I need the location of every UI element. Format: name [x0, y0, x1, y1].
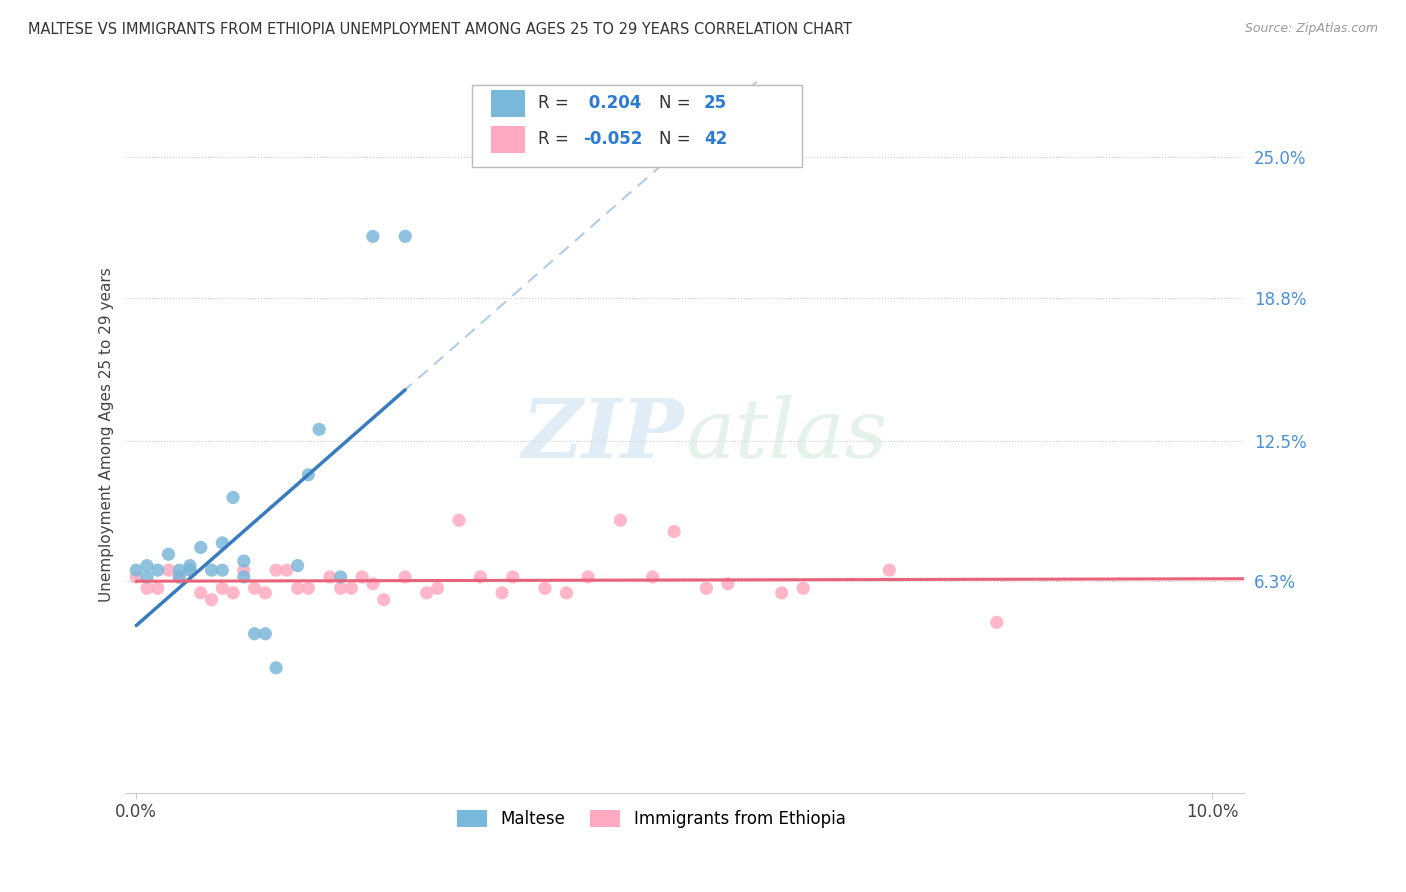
Text: N =: N =: [659, 130, 696, 148]
Y-axis label: Unemployment Among Ages 25 to 29 years: Unemployment Among Ages 25 to 29 years: [100, 268, 114, 602]
Point: [287, 582, 309, 596]
Point: [146, 563, 169, 577]
Point: [146, 582, 169, 596]
Point: [877, 563, 900, 577]
Text: 25: 25: [704, 95, 727, 112]
Point: [534, 582, 557, 596]
Point: [243, 626, 266, 640]
Point: [167, 570, 190, 584]
Point: [190, 541, 212, 555]
Point: [167, 570, 190, 584]
Point: [792, 582, 814, 596]
Point: [361, 576, 384, 591]
Point: [190, 586, 212, 600]
Point: [243, 582, 266, 596]
Text: R =: R =: [538, 95, 574, 112]
FancyBboxPatch shape: [491, 89, 524, 117]
Point: [695, 582, 717, 596]
Point: [447, 513, 470, 527]
Point: [200, 563, 222, 577]
Point: [179, 563, 201, 577]
Point: [179, 558, 201, 573]
Point: [211, 563, 233, 577]
Point: [254, 586, 277, 600]
Point: [986, 615, 1008, 630]
Point: [394, 570, 416, 584]
Point: [222, 491, 245, 505]
Text: ZIP: ZIP: [522, 395, 685, 475]
Point: [641, 570, 664, 584]
Point: [179, 563, 201, 577]
Text: -0.052: -0.052: [583, 130, 643, 148]
Point: [232, 570, 254, 584]
Point: [340, 582, 363, 596]
Point: [125, 563, 148, 577]
Legend: Maltese, Immigrants from Ethiopia: Maltese, Immigrants from Ethiopia: [450, 803, 852, 834]
Point: [211, 582, 233, 596]
Point: [297, 467, 319, 482]
Point: [394, 229, 416, 244]
Point: [264, 563, 287, 577]
Text: Source: ZipAtlas.com: Source: ZipAtlas.com: [1244, 22, 1378, 36]
FancyBboxPatch shape: [491, 126, 524, 153]
Point: [157, 547, 180, 561]
Point: [276, 563, 298, 577]
Text: MALTESE VS IMMIGRANTS FROM ETHIOPIA UNEMPLOYMENT AMONG AGES 25 TO 29 YEARS CORRE: MALTESE VS IMMIGRANTS FROM ETHIOPIA UNEM…: [28, 22, 852, 37]
Point: [491, 586, 513, 600]
Point: [232, 554, 254, 568]
Point: [717, 576, 740, 591]
FancyBboxPatch shape: [472, 85, 803, 167]
Point: [136, 582, 159, 596]
Point: [222, 586, 245, 600]
Point: [211, 536, 233, 550]
Text: 0.204: 0.204: [583, 95, 641, 112]
Text: 42: 42: [704, 130, 727, 148]
Point: [297, 582, 319, 596]
Point: [232, 563, 254, 577]
Point: [426, 582, 449, 596]
Point: [319, 570, 342, 584]
Point: [200, 592, 222, 607]
Point: [287, 558, 309, 573]
Point: [157, 563, 180, 577]
Point: [662, 524, 685, 539]
Point: [125, 570, 148, 584]
Point: [770, 586, 793, 600]
Point: [373, 592, 395, 607]
Text: N =: N =: [659, 95, 696, 112]
Point: [502, 570, 524, 584]
Point: [329, 570, 352, 584]
Point: [555, 586, 578, 600]
Point: [361, 229, 384, 244]
Point: [308, 422, 330, 436]
Point: [254, 626, 277, 640]
Point: [415, 586, 437, 600]
Point: [136, 558, 159, 573]
Text: atlas: atlas: [685, 395, 887, 475]
Point: [136, 570, 159, 584]
Text: R =: R =: [538, 130, 574, 148]
Point: [609, 513, 631, 527]
Point: [576, 570, 599, 584]
Point: [264, 661, 287, 675]
Point: [167, 563, 190, 577]
Point: [352, 570, 374, 584]
Point: [329, 582, 352, 596]
Point: [470, 570, 492, 584]
